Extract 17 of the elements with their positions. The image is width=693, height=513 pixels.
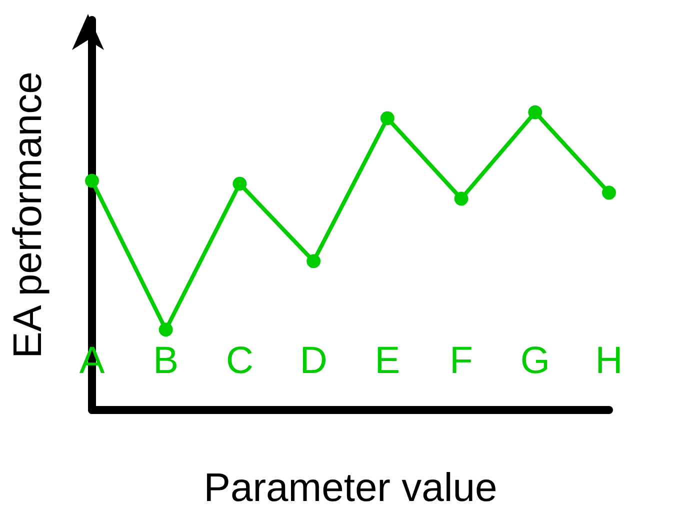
point: [602, 186, 616, 200]
x-tick-label: G: [520, 340, 550, 382]
point: [85, 174, 99, 188]
point: [380, 111, 394, 126]
x-tick-label: E: [374, 340, 400, 382]
point: [454, 192, 468, 206]
x-tick-label: F: [450, 340, 473, 382]
y-axis-title: EA performance: [6, 72, 50, 358]
point: [306, 254, 321, 268]
x-tick-label: C: [226, 340, 254, 382]
x-tick-label: D: [300, 340, 328, 382]
x-tick-label: H: [595, 340, 623, 382]
point: [158, 322, 173, 337]
x-tick-label: B: [153, 340, 179, 382]
x-axis-title: Parameter value: [204, 466, 498, 510]
point: [232, 176, 247, 191]
point: [528, 105, 542, 120]
